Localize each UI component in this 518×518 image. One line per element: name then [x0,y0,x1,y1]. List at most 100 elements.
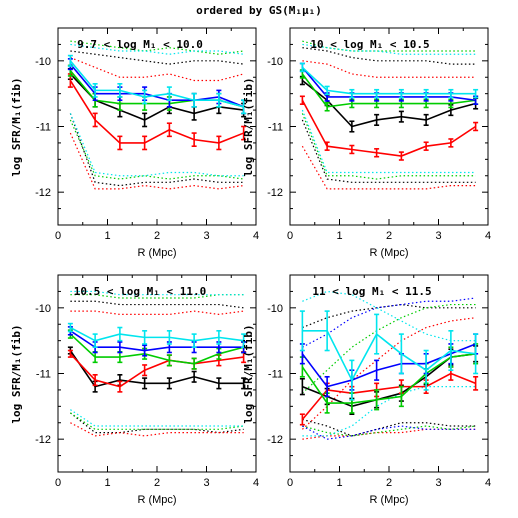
y-axis-label: log SFR/M₁(fib) [242,77,255,176]
series-line [69,333,244,365]
y-axis-label: log SFR/M₁(fib) [10,324,23,423]
series-line [301,99,477,157]
y-tick-label: -11 [36,369,51,381]
series-line [69,73,244,121]
series-line [70,326,244,342]
y-tick-label: -12 [267,187,283,199]
series-line [69,350,244,388]
envelope-line [301,113,476,180]
x-tick-label: 4 [253,477,259,489]
envelope-line [70,300,244,309]
x-tick-label: 4 [485,230,491,242]
chart-panel-1: 0 1 2 3 4 -10 -11 -12 9.7 < log M₁ < 10.0 log S… [10,27,259,259]
series-line [302,330,476,382]
x-tick-label: 1 [336,230,342,242]
series-line [301,372,476,420]
panel-label: 10.5 < log M₁ < 11.0 [74,285,206,298]
envelope-line [302,290,476,342]
series-line [301,343,476,388]
envelope-line [70,310,244,316]
envelope-line [69,119,244,180]
y-tick-label: -11 [36,122,51,134]
x-tick-label: 2 [154,477,160,489]
envelope-line [301,317,476,430]
x-tick-label: 4 [485,477,491,489]
envelope-line [70,422,244,437]
envelope-line [302,40,476,52]
envelope-line [301,119,476,183]
envelope-line [70,40,244,55]
series-line [69,63,244,108]
series-line [69,330,244,352]
x-axis-label: R (Mpc) [369,494,408,506]
envelope-line [302,47,476,65]
envelope-line [70,290,244,296]
x-tick-label: 4 [253,230,259,242]
envelope-line [302,425,476,437]
y-axis-label: log SFR/M₁(fib) [242,324,255,423]
y-tick-label: -10 [35,56,51,68]
panel-label: 9.7 < log M₁ < 10.0 [77,38,203,51]
x-axis-label: R (Mpc) [369,247,408,259]
y-tick-label: -11 [268,122,283,134]
x-tick-label: 0 [55,230,61,242]
envelope-line [302,386,476,437]
y-tick-label: -10 [267,303,283,315]
x-tick-label: 0 [287,477,293,489]
panel-label: 10 < log M₁ < 10.5 [310,38,429,51]
x-tick-label: 0 [55,477,61,489]
y-tick-label: -12 [35,434,51,446]
envelope-line [70,409,244,427]
panel-label: 11 < log M₁ < 11.5 [312,285,431,298]
chart-panel-3: 0 1 2 3 4 -10 -11 -12 10.5 < log M₁ < 11.0 log … [10,274,259,506]
x-tick-label: 1 [336,477,342,489]
envelope-line [302,43,476,55]
series-line [69,353,244,388]
series-line [69,80,244,144]
series-line [301,353,476,404]
figure-title: ordered by GS(M₁μ₁) [196,4,322,17]
x-tick-label: 2 [386,230,392,242]
y-tick-label: -12 [267,434,283,446]
chart-panel-4: 0 1 2 3 4 -10 -11 -12 11 < log M₁ < 11.5 log SF… [242,274,491,506]
y-tick-label: -10 [35,303,51,315]
plot-frame [289,27,489,226]
x-tick-label: 0 [287,230,293,242]
x-tick-label: 3 [203,477,209,489]
envelope-line [69,113,244,177]
y-tick-label: -11 [268,369,283,381]
x-tick-label: 3 [435,477,441,489]
series-line [301,66,476,102]
envelope-line [301,145,476,190]
x-axis-label: R (Mpc) [137,494,176,506]
envelope-line [302,418,476,437]
envelope-line [302,297,476,348]
envelope-line [70,43,244,55]
series-line [301,79,476,128]
envelope-line [70,56,244,82]
envelope-line [302,425,476,440]
x-tick-label: 1 [104,230,110,242]
x-tick-label: 2 [154,230,160,242]
chart-panel-2: 0 1 2 3 4 -10 -11 -12 10 < log M₁ < 10.5 log SF… [242,27,491,259]
x-tick-label: 2 [386,477,392,489]
envelope-line [301,303,476,394]
x-tick-label: 3 [203,230,209,242]
x-tick-label: 1 [104,477,110,489]
series-line [301,66,476,95]
x-tick-label: 3 [435,230,441,242]
plot-frame [57,274,257,473]
x-axis-label: R (Mpc) [137,247,176,259]
y-tick-label: -12 [35,187,51,199]
envelope-line [301,109,476,174]
envelope-line [69,132,244,190]
y-tick-label: -10 [267,56,283,68]
envelope-line [70,412,244,430]
envelope-line [69,113,244,187]
plot-frame [57,27,257,226]
series-line [301,73,476,108]
envelope-line [302,303,476,329]
series-line [69,60,244,108]
y-axis-label: log SFR/M₁(fib) [10,77,23,176]
